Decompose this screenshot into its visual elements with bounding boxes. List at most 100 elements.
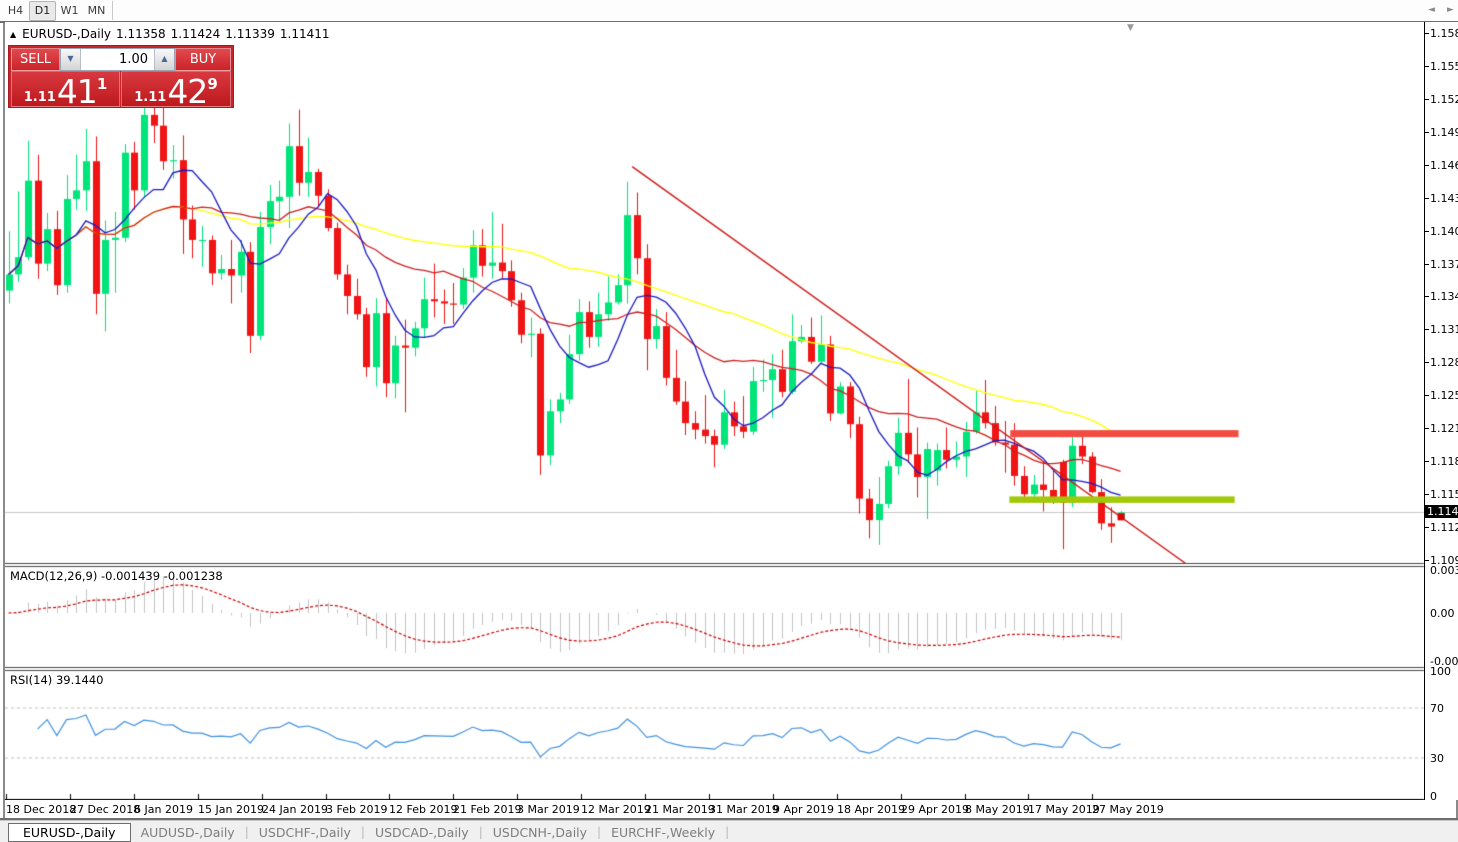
price-scale-label: 1.14635 <box>1430 159 1458 172</box>
timeframe-toolbar: H4 D1 W1 MN <box>0 0 1458 21</box>
price-scale-label: 1.15860 <box>1430 27 1458 40</box>
date-axis[interactable]: 18 Dec 2018 27 Dec 2018 6 Jan 2019 15 Jan 2… <box>5 800 1424 818</box>
price-scale-label: 1.12805 <box>1430 356 1458 369</box>
price-scale-label: 1.11885 <box>1430 455 1458 468</box>
date-axis-label: 3 Feb 2019 <box>326 803 388 816</box>
date-axis-label: 12 Mar 2019 <box>581 803 651 816</box>
price-scale-tick <box>1425 231 1429 232</box>
tf-button-h4[interactable]: H4 <box>7 4 24 17</box>
chart-window-bottom-border <box>0 818 1458 820</box>
sell-button[interactable]: SELL <box>11 48 60 71</box>
chart-canvas[interactable] <box>5 22 1425 800</box>
price-scale-tick <box>1425 66 1429 67</box>
date-axis-label: 8 May 2019 <box>965 803 1030 816</box>
tf-button-d1[interactable]: D1 <box>29 1 56 21</box>
toolbar-separator <box>112 1 113 20</box>
ohlc-open: 1.11358 <box>116 27 166 41</box>
price-scale-label: 1.14025 <box>1430 225 1458 238</box>
price-scale[interactable]: 1.15860 1.15550 1.15245 1.14940 1.14635 1.143… <box>1424 22 1458 803</box>
rsi-scale-label: 30 <box>1430 752 1444 765</box>
date-axis-label: 29 Apr 2019 <box>901 803 970 816</box>
price-scale-label: 1.10970 <box>1430 554 1458 567</box>
date-axis-label: 9 Apr 2019 <box>773 803 835 816</box>
ohlc-low: 1.11339 <box>225 27 275 41</box>
tab-separator: | <box>244 825 249 839</box>
price-scale-tick <box>1425 296 1429 297</box>
chart-window-left-border <box>3 23 5 818</box>
date-axis-label: 6 Jan 2019 <box>134 803 193 816</box>
chart-title: ▲ EURUSD-,Daily 1.11358 1.11424 1.11339 1.114… <box>10 27 330 41</box>
rsi-scale-label: 0 <box>1430 790 1437 803</box>
volume-decrease-button[interactable]: ▼ <box>61 49 81 70</box>
date-axis-label: 12 Feb 2019 <box>389 803 458 816</box>
price-scale-tick <box>1425 362 1429 363</box>
date-axis-label: 15 Jan 2019 <box>198 803 264 816</box>
chart-tab-audusd[interactable]: AUDUSD-,Daily <box>140 824 235 840</box>
date-axis-label: 21 Feb 2019 <box>453 803 522 816</box>
buy-price-prefix: 1.11 <box>134 90 167 105</box>
buy-price-big: 42 <box>167 72 208 111</box>
chart-symbol-label: EURUSD-,Daily <box>22 27 112 41</box>
price-scale-tick <box>1425 264 1429 265</box>
sell-price-big: 41 <box>56 72 98 111</box>
price-scale-label: 1.15245 <box>1430 93 1458 106</box>
chart-tab-usdcad[interactable]: USDCAD-,Daily <box>374 824 469 840</box>
date-axis-label: 18 Apr 2019 <box>837 803 906 816</box>
chart-tab-usdcnh[interactable]: USDCNH-,Daily <box>492 824 588 840</box>
tf-button-mn[interactable]: MN <box>87 4 106 17</box>
tab-scroll-left-icon[interactable]: ◄ <box>1428 5 1435 15</box>
price-scale-label: 1.13110 <box>1430 323 1458 336</box>
price-scale-tick <box>1425 99 1429 100</box>
price-scale-label: 1.14940 <box>1430 126 1458 139</box>
price-scale-label: 1.12500 <box>1430 389 1458 402</box>
price-scale-label: 1.13720 <box>1430 258 1458 271</box>
chart-tab-usdchf[interactable]: USDCHF-,Daily <box>258 824 351 840</box>
price-scale-label: 1.11275 <box>1430 521 1458 534</box>
macd-scale-label: 0.00328 <box>1430 564 1458 577</box>
date-axis-label: 21 Mar 2019 <box>645 803 715 816</box>
price-scale-tick <box>1425 560 1429 561</box>
macd-scale-label: 0.00 <box>1430 607 1455 620</box>
sell-price-button[interactable]: 1.11411 <box>11 71 120 111</box>
chart-shift-marker-icon[interactable]: ▼ <box>1127 23 1134 33</box>
price-scale-tick <box>1425 494 1429 495</box>
buy-button[interactable]: BUY <box>175 48 231 71</box>
date-axis-label: 27 May 2019 <box>1092 803 1164 816</box>
price-scale-tick <box>1425 33 1429 34</box>
chart-tab-eurchf[interactable]: EURCHF-,Weekly <box>611 824 716 840</box>
price-scale-tick <box>1425 461 1429 462</box>
volume-increase-button[interactable]: ▲ <box>154 49 174 70</box>
price-scale-tick <box>1425 428 1429 429</box>
tab-separator: | <box>360 825 365 839</box>
buy-price-button[interactable]: 1.11429 <box>121 71 231 111</box>
chart-tab-eurusd[interactable]: EURUSD-,Daily <box>8 822 131 842</box>
current-price-tag: 1.11411 <box>1425 505 1458 518</box>
sell-price-pip: 1 <box>96 75 108 93</box>
tab-separator: | <box>597 825 602 839</box>
price-scale-tick <box>1425 165 1429 166</box>
ohlc-high: 1.11424 <box>170 27 221 41</box>
volume-input[interactable] <box>81 49 154 70</box>
tab-scroll-right-icon[interactable]: ► <box>1447 5 1454 15</box>
volume-stepper: ▼ ▲ <box>60 48 175 71</box>
buy-price-pip: 9 <box>207 75 218 93</box>
rsi-scale-label: 70 <box>1430 702 1444 715</box>
price-scale-label: 1.15550 <box>1430 60 1458 73</box>
date-axis-label: 24 Jan 2019 <box>262 803 328 816</box>
rsi-indicator-label: RSI(14) 39.1440 <box>10 673 104 687</box>
one-click-trading-panel: SELL ▼ ▲ BUY 1.11411 1.11429 <box>8 45 234 111</box>
collapse-icon[interactable]: ▲ <box>10 30 17 39</box>
price-scale-tick <box>1425 527 1429 528</box>
tab-separator: | <box>478 825 483 839</box>
date-axis-label: 18 Dec 2018 <box>6 803 77 816</box>
tf-button-w1[interactable]: W1 <box>60 4 79 17</box>
price-scale-tick <box>1425 132 1429 133</box>
price-scale-tick <box>1425 395 1429 396</box>
macd-scale-label: -0.00365 <box>1430 655 1458 668</box>
date-axis-label: 31 Mar 2019 <box>709 803 779 816</box>
tab-separator: | <box>725 825 730 839</box>
rsi-scale-label: 100 <box>1430 665 1451 678</box>
ohlc-close: 1.11411 <box>279 27 330 41</box>
date-axis-label: 3 Mar 2019 <box>517 803 580 816</box>
